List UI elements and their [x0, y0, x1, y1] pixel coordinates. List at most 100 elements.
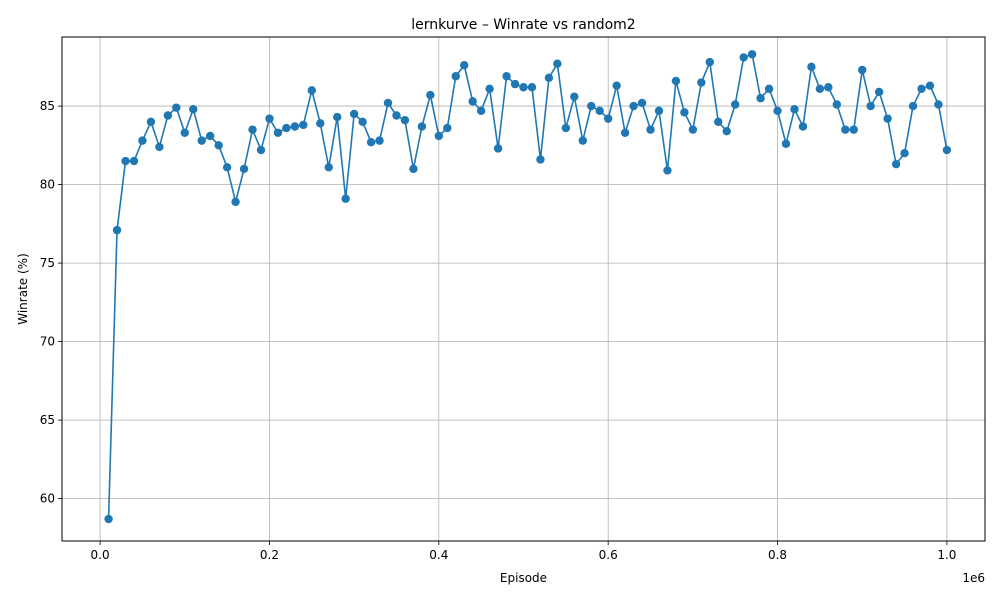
- data-point: [553, 59, 562, 68]
- data-point: [714, 117, 723, 126]
- y-tick-label: 70: [40, 335, 55, 349]
- x-axis-offset-label: 1e6: [962, 571, 985, 585]
- data-point: [197, 136, 206, 145]
- x-tick-label: 0.2: [260, 548, 279, 562]
- data-point: [366, 138, 376, 147]
- data-point: [485, 84, 494, 94]
- data-point: [620, 128, 630, 137]
- y-tick-label: 65: [40, 413, 55, 427]
- data-point: [214, 141, 223, 150]
- grid-lines: [62, 37, 985, 541]
- data-point: [138, 136, 147, 145]
- data-point: [629, 101, 638, 111]
- y-axis-title: Winrate (%): [16, 253, 30, 325]
- series-line: [107, 53, 948, 520]
- data-point: [189, 105, 198, 114]
- data-point: [129, 156, 139, 166]
- data-point: [443, 123, 452, 133]
- data-point: [468, 97, 477, 106]
- y-tick-label: 80: [40, 178, 55, 192]
- data-point: [307, 86, 316, 95]
- data-point: [587, 101, 596, 111]
- chart-title: lernkurve – Winrate vs random2: [411, 17, 635, 33]
- data-point: [333, 112, 342, 122]
- data-point: [324, 163, 333, 172]
- data-point: [891, 159, 901, 169]
- x-axis-title: Episode: [500, 571, 547, 585]
- data-point: [637, 98, 647, 108]
- data-point: [163, 111, 173, 120]
- data-point: [502, 72, 511, 81]
- data-point: [942, 145, 952, 155]
- data-point: [316, 119, 325, 128]
- data-point: [409, 164, 418, 174]
- data-point: [180, 128, 189, 137]
- data-point: [222, 163, 232, 172]
- data-point: [934, 100, 943, 109]
- data-point: [112, 225, 122, 235]
- data-point: [671, 76, 681, 86]
- data-point: [595, 106, 604, 115]
- data-point: [612, 81, 621, 90]
- data-point: [527, 83, 537, 92]
- data-point: [849, 125, 858, 134]
- data-point: [756, 94, 765, 103]
- data-point: [747, 50, 757, 59]
- data-point: [654, 106, 664, 115]
- data-point: [739, 53, 748, 62]
- data-point: [900, 148, 909, 158]
- data-point: [764, 84, 774, 94]
- data-point: [578, 136, 587, 145]
- data-point: [375, 136, 384, 145]
- data-point: [248, 125, 257, 134]
- y-axis-ticks: 60 65 70 75 80 85: [40, 99, 62, 506]
- data-point: [883, 114, 892, 123]
- x-axis-ticks: 0.0 0.2 0.4 0.6 0.8 1.0: [91, 541, 956, 562]
- data-point: [282, 123, 291, 133]
- data-point: [680, 108, 689, 117]
- data-point: [824, 83, 833, 92]
- data-point: [646, 125, 655, 134]
- data-point: [544, 73, 554, 83]
- data-point: [383, 98, 393, 108]
- data-point: [493, 144, 503, 153]
- data-point: [290, 122, 300, 131]
- data-point: [400, 116, 410, 125]
- data-point: [392, 111, 401, 120]
- data-point: [731, 100, 740, 109]
- data-point: [426, 90, 435, 100]
- data-point: [781, 139, 791, 148]
- data-point: [265, 114, 274, 123]
- data-point: [603, 114, 613, 123]
- x-tick-label: 0.8: [768, 548, 787, 562]
- data-point: [299, 120, 308, 130]
- data-point: [561, 123, 571, 133]
- data-point: [460, 61, 469, 70]
- data-point: [476, 106, 486, 115]
- y-tick-label: 60: [40, 492, 55, 506]
- y-tick-label: 85: [40, 99, 55, 113]
- data-point: [231, 197, 240, 207]
- data-point: [358, 117, 367, 126]
- data-point: [815, 84, 825, 94]
- data-point: [536, 155, 545, 164]
- data-point: [205, 131, 215, 141]
- data-point: [341, 194, 350, 203]
- data-point: [925, 81, 935, 90]
- data-point: [866, 101, 875, 111]
- x-tick-label: 0.6: [599, 548, 618, 562]
- data-point: [858, 65, 867, 75]
- data-point: [256, 145, 266, 155]
- data-point: [519, 83, 528, 92]
- data-point: [121, 156, 130, 166]
- data-point: [688, 125, 698, 134]
- data-point: [349, 109, 359, 119]
- data-point: [570, 92, 579, 101]
- plot-frame: [61, 36, 986, 542]
- x-tick-label: 0.0: [91, 548, 110, 562]
- data-point: [790, 105, 799, 114]
- x-tick-label: 0.4: [429, 548, 448, 562]
- x-tick-label: 1.0: [937, 548, 956, 562]
- data-point: [841, 125, 850, 134]
- data-point: [451, 72, 460, 81]
